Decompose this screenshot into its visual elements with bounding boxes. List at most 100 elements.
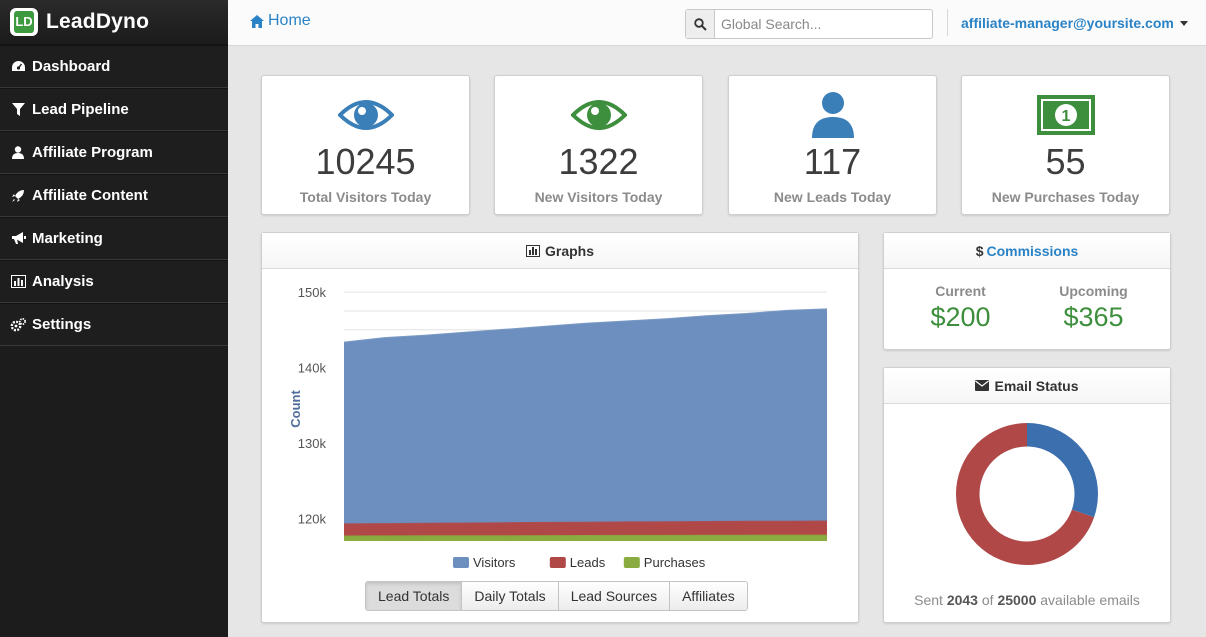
brand[interactable]: LD LeadDyno	[0, 0, 228, 45]
user-email: affiliate-manager@yoursite.com	[961, 15, 1174, 31]
brand-name: LeadDyno	[46, 10, 150, 33]
home-icon	[250, 14, 264, 28]
line-visitors	[343, 308, 828, 344]
eye-icon	[495, 89, 702, 141]
line-leads	[343, 520, 828, 526]
sidebar-item-label: Analysis	[32, 273, 94, 290]
stat-value: 10245	[315, 141, 416, 182]
logo-mark: LD	[14, 11, 34, 33]
sidebar-item-label: Settings	[32, 316, 92, 333]
donut-inner-edge	[979, 446, 1075, 542]
divider	[947, 9, 948, 36]
sidebar-item-affiliate-content[interactable]: Affiliate Content	[0, 174, 228, 217]
search-icon	[693, 17, 707, 31]
line-purchases	[343, 534, 827, 538]
commission-current-value: $200	[930, 302, 991, 332]
legend-swatch-visitors	[453, 557, 469, 568]
sidebar: LD LeadDyno Dashboard Lead Pipeline Affi…	[0, 0, 228, 637]
sidebar-nav: Dashboard Lead Pipeline Affiliate Progra…	[0, 45, 228, 346]
search-button[interactable]	[686, 10, 715, 38]
email-status-title: Email Status	[994, 377, 1079, 394]
graphs-panel-title: Graphs	[544, 242, 594, 259]
area-visitors	[344, 309, 827, 541]
filter-icon	[10, 103, 26, 116]
topbar: Home affiliate-manager@yoursite.com	[228, 0, 1206, 46]
tab-lead-totals[interactable]: Lead Totals	[366, 582, 463, 610]
y-tick-label: 150k	[298, 285, 327, 300]
commission-current: Current $200	[906, 283, 1016, 333]
home-link[interactable]: Home	[250, 12, 311, 30]
user-menu[interactable]: affiliate-manager@yoursite.com	[961, 15, 1188, 31]
logo-icon: LD	[10, 8, 38, 36]
dollar-icon: $	[975, 242, 984, 259]
bar-chart-icon	[10, 275, 26, 288]
y-tick-label: 130k	[298, 436, 327, 451]
stat-label: Total Visitors Today	[299, 189, 432, 205]
area-chart: 150k 140k 130k 120k Count Visitors Leads Purcha…	[288, 285, 828, 570]
caret-down-icon	[1179, 20, 1188, 26]
sidebar-item-marketing[interactable]: Marketing	[0, 217, 228, 260]
eye-icon	[262, 89, 469, 141]
sidebar-item-affiliate-program[interactable]: Affiliate Program	[0, 131, 228, 174]
sidebar-item-lead-pipeline[interactable]: Lead Pipeline	[0, 88, 228, 131]
email-of-word: of	[981, 592, 994, 608]
email-sent-suffix: available emails	[1040, 592, 1140, 608]
stat-value: 117	[803, 141, 862, 182]
legend-label-purchases: Purchases	[644, 555, 706, 570]
sidebar-item-analysis[interactable]: Analysis	[0, 260, 228, 303]
user-icon	[10, 146, 26, 159]
legend-label-visitors: Visitors	[473, 555, 516, 570]
donut-slice-remaining	[956, 423, 1098, 565]
commission-upcoming-label: Upcoming	[1059, 283, 1128, 299]
stat-value: 55	[1045, 141, 1086, 182]
sidebar-item-label: Dashboard	[32, 58, 111, 75]
cogs-icon	[10, 317, 26, 332]
stat-card-new-visitors: 1322 New Visitors Today	[494, 75, 703, 215]
email-sent-summary: Sent 2043 of 25000 available emails	[884, 592, 1170, 608]
legend-label-leads: Leads	[570, 555, 606, 570]
y-axis-label: Count	[288, 390, 303, 428]
commissions-panel-header: $ Commissions	[884, 233, 1170, 269]
home-label: Home	[268, 12, 311, 29]
email-available-count: 25000	[997, 592, 1037, 608]
commission-current-label: Current	[935, 283, 986, 299]
email-donut-chart	[956, 423, 1098, 565]
sidebar-item-dashboard[interactable]: Dashboard	[0, 45, 228, 88]
rocket-icon	[10, 189, 26, 203]
legend-swatch-purchases	[623, 557, 640, 568]
sidebar-item-label: Affiliate Program	[32, 144, 153, 161]
email-sent-count: 2043	[946, 592, 978, 608]
commissions-panel: $ Commissions Current $200 Upcoming $365	[883, 232, 1171, 350]
dashboard-icon	[10, 60, 26, 73]
legend-swatch-leads	[549, 557, 566, 568]
bar-chart-icon	[525, 244, 540, 257]
email-status-header: Email Status	[884, 368, 1170, 404]
email-status-panel: Email Status Sent 2043 of 25000 availabl…	[883, 367, 1171, 623]
bullhorn-icon	[10, 232, 26, 245]
commissions-link[interactable]: Commissions	[986, 242, 1079, 259]
stat-card-new-leads: 117 New Leads Today	[728, 75, 937, 215]
graphs-panel: Graphs 150k 140k 130k 120k Count Visitors Lead…	[261, 232, 859, 623]
commission-upcoming-value: $365	[1063, 302, 1124, 332]
tab-affiliates[interactable]: Affiliates	[670, 582, 747, 610]
y-tick-label: 140k	[298, 361, 327, 376]
commission-upcoming: Upcoming $365	[1039, 283, 1149, 333]
stat-label: New Purchases Today	[991, 189, 1140, 205]
global-search	[685, 9, 933, 39]
stat-card-total-visitors: 10245 Total Visitors Today	[261, 75, 470, 215]
envelope-icon	[975, 380, 990, 391]
sidebar-item-settings[interactable]: Settings	[0, 303, 228, 346]
sidebar-item-label: Lead Pipeline	[32, 101, 129, 118]
stat-card-new-purchases: 1 55 New Purchases Today	[961, 75, 1170, 215]
graph-tabs: Lead Totals Daily Totals Lead Sources Af…	[365, 581, 748, 611]
sidebar-item-label: Affiliate Content	[32, 187, 148, 204]
money-icon: 1	[962, 89, 1169, 141]
graphs-panel-header: Graphs	[262, 233, 858, 269]
stat-value: 1322	[558, 141, 639, 182]
tab-lead-sources[interactable]: Lead Sources	[558, 582, 671, 610]
search-input[interactable]	[715, 10, 932, 38]
email-sent-prefix: Sent	[914, 592, 943, 608]
user-icon	[729, 89, 936, 141]
tab-daily-totals[interactable]: Daily Totals	[462, 582, 559, 610]
y-tick-label: 120k	[298, 511, 327, 526]
